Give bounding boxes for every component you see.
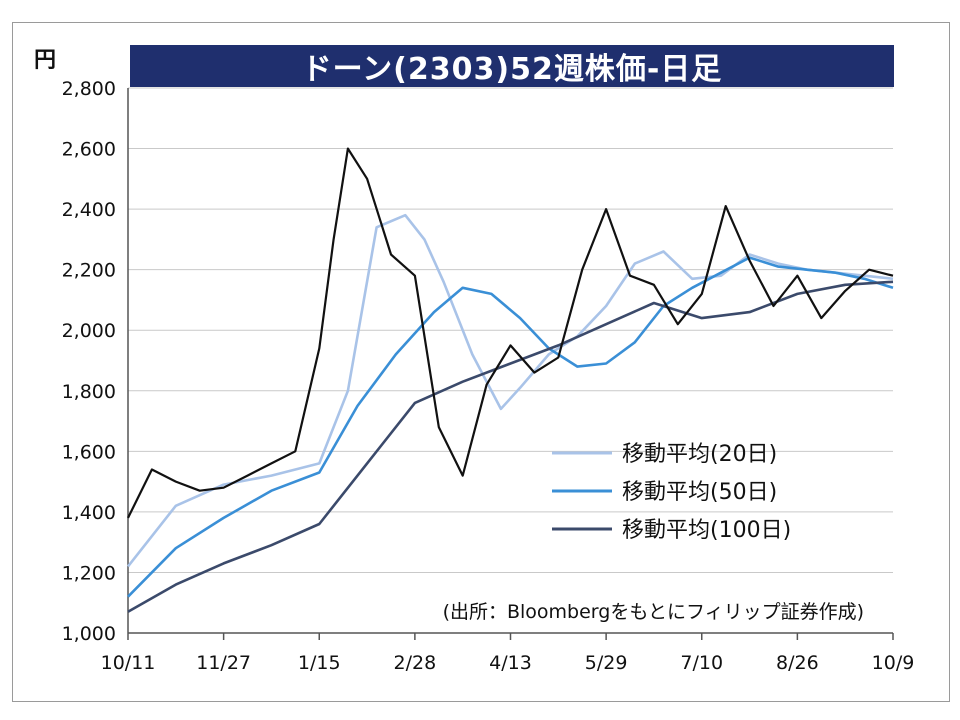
x-tick-label: 7/10	[680, 652, 723, 674]
legend: 移動平均(20日) 移動平均(50日) 移動平均(100日)	[552, 442, 791, 543]
source-note: (出所：Bloombergをもとにフィリップ証券作成)	[443, 601, 864, 623]
x-tick-label: 5/29	[585, 652, 628, 674]
chart-title: ドーン(2303)52週株価-日足	[130, 45, 894, 87]
x-tick-label: 2/28	[394, 652, 437, 674]
legend-label: 移動平均(100日)	[622, 518, 791, 543]
series-line	[127, 256, 894, 598]
y-unit-label: 円	[34, 48, 57, 73]
grid	[128, 87, 893, 573]
y-tick-label: 2,200	[62, 260, 116, 282]
y-tick-label: 1,600	[62, 441, 116, 463]
y-tick-label: 1,800	[62, 381, 116, 403]
legend-label: 移動平均(50日)	[622, 480, 777, 505]
y-tick-label: 2,000	[62, 320, 116, 342]
y-tick-label: 1,400	[62, 502, 116, 524]
x-tick-label: 8/26	[776, 652, 819, 674]
y-tick-label: 2,800	[62, 78, 116, 100]
series-line	[127, 147, 894, 519]
x-tick-label: 4/13	[489, 652, 532, 674]
x-tick-label: 11/27	[196, 652, 251, 674]
x-tick-label: 10/11	[101, 652, 156, 674]
y-tick-label: 2,600	[62, 139, 116, 161]
y-tick-label: 1,000	[62, 623, 116, 645]
y-tick-label: 1,200	[62, 562, 116, 584]
axes: 1,000 1,200 1,400 1,600 1,800 2,000 2,200 2,400…	[62, 78, 915, 674]
x-tick-label: 1/15	[298, 652, 341, 674]
x-tick-label: 10/9	[872, 652, 915, 674]
y-tick-label: 2,400	[62, 199, 116, 221]
series-line	[127, 280, 894, 613]
series-lines	[126, 147, 894, 613]
legend-label: 移動平均(20日)	[622, 442, 777, 467]
